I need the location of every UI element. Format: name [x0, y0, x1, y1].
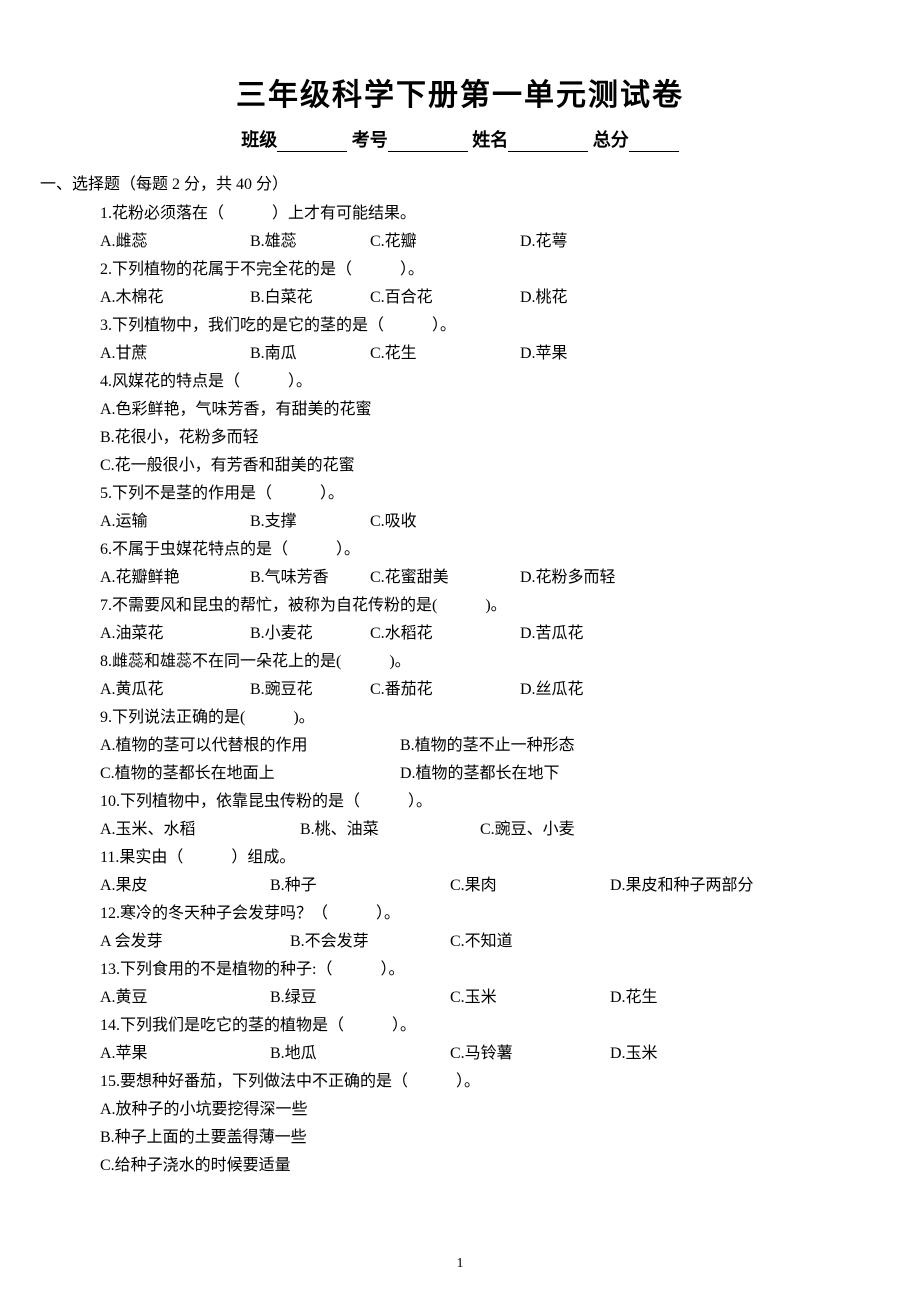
option: C.马铃薯 — [450, 1040, 610, 1068]
option-row: A.花瓣鲜艳B.气味芳香C.花蜜甜美D.花粉多而轻 — [100, 564, 860, 592]
option: C.水稻花 — [370, 620, 520, 648]
question-text: 15.要想种好番茄，下列做法中不正确的是（ ）。 — [100, 1068, 860, 1096]
option-row: A.甘蔗B.南瓜C.花生D.苹果 — [100, 340, 860, 368]
option: D.花萼 — [520, 228, 620, 256]
option: A 会发芽 — [100, 928, 290, 956]
option: A.木棉花 — [100, 284, 250, 312]
option: C.花瓣 — [370, 228, 520, 256]
option: A.雌蕊 — [100, 228, 250, 256]
option: B.花很小，花粉多而轻 — [100, 424, 860, 452]
question-text: 9.下列说法正确的是( )。 — [100, 704, 860, 732]
option: D.花生 — [610, 984, 710, 1012]
question-text: 14.下列我们是吃它的茎的植物是（ ）。 — [100, 1012, 860, 1040]
option: A.果皮 — [100, 872, 270, 900]
option: A.苹果 — [100, 1040, 270, 1068]
option-row: A.运输B.支撑C.吸收 — [100, 508, 860, 536]
option: B.种子上面的土要盖得薄一些 — [100, 1124, 860, 1152]
option: C.吸收 — [370, 508, 490, 536]
option: A.黄豆 — [100, 984, 270, 1012]
option: A.黄瓜花 — [100, 676, 250, 704]
option: D.植物的茎都长在地下 — [400, 760, 650, 788]
question-text: 7.不需要风和昆虫的帮忙，被称为自花传粉的是( )。 — [100, 592, 860, 620]
option: C.玉米 — [450, 984, 610, 1012]
option: D.玉米 — [610, 1040, 710, 1068]
option: D.苹果 — [520, 340, 620, 368]
option: D.桃花 — [520, 284, 620, 312]
question-text: 6.不属于虫媒花特点的是（ ）。 — [100, 536, 860, 564]
option: A.油菜花 — [100, 620, 250, 648]
option: D.苦瓜花 — [520, 620, 640, 648]
option: B.白菜花 — [250, 284, 370, 312]
exam-title: 三年级科学下册第一单元测试卷 — [60, 70, 860, 114]
option-row: A.油菜花B.小麦花C.水稻花D.苦瓜花 — [100, 620, 860, 648]
class-blank — [277, 134, 347, 152]
option: B.植物的茎不止一种形态 — [400, 732, 650, 760]
question-text: 13.下列食用的不是植物的种子:（ ）。 — [100, 956, 860, 984]
option: A.甘蔗 — [100, 340, 250, 368]
option: B.种子 — [270, 872, 450, 900]
option: B.不会发芽 — [290, 928, 450, 956]
option: C.果肉 — [450, 872, 610, 900]
option: B.豌豆花 — [250, 676, 370, 704]
option-row: A.雌蕊B.雄蕊C.花瓣D.花萼 — [100, 228, 860, 256]
exam-no-blank — [388, 134, 468, 152]
option: C.花一般很小，有芳香和甜美的花蜜 — [100, 452, 860, 480]
option: A.花瓣鲜艳 — [100, 564, 250, 592]
question-text: 5.下列不是茎的作用是（ ）。 — [100, 480, 860, 508]
exam-no-label: 考号 — [352, 130, 388, 150]
option-row: C.植物的茎都长在地面上D.植物的茎都长在地下 — [100, 760, 860, 788]
total-label: 总分 — [593, 130, 629, 150]
class-label: 班级 — [241, 130, 277, 150]
option-row: A.苹果B.地瓜C.马铃薯D.玉米 — [100, 1040, 860, 1068]
option: A.放种子的小坑要挖得深一些 — [100, 1096, 860, 1124]
option: C.百合花 — [370, 284, 520, 312]
option: D.花粉多而轻 — [520, 564, 640, 592]
question-text: 12.寒冷的冬天种子会发芽吗？（ ）。 — [100, 900, 860, 928]
option: B.气味芳香 — [250, 564, 370, 592]
option: B.绿豆 — [270, 984, 450, 1012]
option: D.丝瓜花 — [520, 676, 640, 704]
option: B.支撑 — [250, 508, 370, 536]
option: C.豌豆、小麦 — [480, 816, 630, 844]
question-text: 1.花粉必须落在（ ）上才有可能结果。 — [100, 200, 860, 228]
option-row: A.木棉花B.白菜花C.百合花D.桃花 — [100, 284, 860, 312]
student-info-line: 班级 考号 姓名 总分 — [60, 126, 860, 152]
question-text: 11.果实由（ ）组成。 — [100, 844, 860, 872]
page-number: 1 — [0, 1256, 920, 1272]
question-text: 8.雌蕊和雄蕊不在同一朵花上的是( )。 — [100, 648, 860, 676]
option: D.果皮和种子两部分 — [610, 872, 810, 900]
option: B.地瓜 — [270, 1040, 450, 1068]
option: B.小麦花 — [250, 620, 370, 648]
section-header: 一、选择题（每题 2 分，共 40 分） — [40, 170, 860, 194]
total-blank — [629, 134, 679, 152]
name-blank — [508, 134, 588, 152]
option: C.给种子浇水的时候要适量 — [100, 1152, 860, 1180]
question-text: 2.下列植物的花属于不完全花的是（ ）。 — [100, 256, 860, 284]
option: C.番茄花 — [370, 676, 520, 704]
name-label: 姓名 — [472, 130, 508, 150]
option: A.色彩鲜艳，气味芳香，有甜美的花蜜 — [100, 396, 860, 424]
option: A.植物的茎可以代替根的作用 — [100, 732, 400, 760]
option: C.花生 — [370, 340, 520, 368]
option: B.桃、油菜 — [300, 816, 480, 844]
questions-container: 1.花粉必须落在（ ）上才有可能结果。A.雌蕊B.雄蕊C.花瓣D.花萼2.下列植… — [60, 200, 860, 1180]
option-row: A.黄豆B.绿豆C.玉米D.花生 — [100, 984, 860, 1012]
question-text: 3.下列植物中，我们吃的是它的茎的是（ ）。 — [100, 312, 860, 340]
option: C.花蜜甜美 — [370, 564, 520, 592]
option: C.不知道 — [450, 928, 570, 956]
question-text: 10.下列植物中，依靠昆虫传粉的是（ ）。 — [100, 788, 860, 816]
option: C.植物的茎都长在地面上 — [100, 760, 400, 788]
option-row: A.果皮B.种子C.果肉D.果皮和种子两部分 — [100, 872, 860, 900]
option-row: A.玉米、水稻B.桃、油菜C.豌豆、小麦 — [100, 816, 860, 844]
option: B.南瓜 — [250, 340, 370, 368]
option-row: A.黄瓜花B.豌豆花C.番茄花D.丝瓜花 — [100, 676, 860, 704]
option: B.雄蕊 — [250, 228, 370, 256]
question-text: 4.风媒花的特点是（ ）。 — [100, 368, 860, 396]
option-row: A.植物的茎可以代替根的作用B.植物的茎不止一种形态 — [100, 732, 860, 760]
option: A.玉米、水稻 — [100, 816, 300, 844]
option: A.运输 — [100, 508, 250, 536]
option-row: A 会发芽B.不会发芽C.不知道 — [100, 928, 860, 956]
